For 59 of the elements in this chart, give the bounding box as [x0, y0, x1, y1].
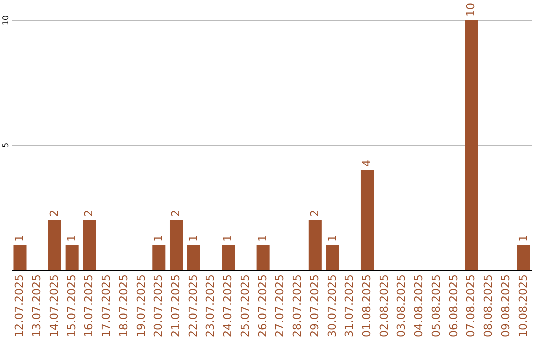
x-tick-label: 29.07.2025 — [308, 274, 322, 338]
x-tick-label: 12.07.2025 — [13, 274, 26, 338]
data-label: 1 — [516, 235, 530, 242]
x-tick-label: 19.07.2025 — [134, 274, 148, 338]
x-tick-label: 28.07.2025 — [291, 274, 304, 338]
data-label: 2 — [82, 210, 96, 217]
x-tick-label: 10.08.2025 — [516, 274, 530, 338]
x-tick-label: 07.08.2025 — [464, 274, 478, 338]
x-tick-label: 25.07.2025 — [238, 274, 252, 338]
x-tick-label: 18.07.2025 — [117, 274, 130, 338]
x-tick-label: 14.07.2025 — [48, 274, 61, 338]
data-label: 1 — [186, 235, 200, 242]
x-tick-label: 04.08.2025 — [412, 274, 426, 338]
data-label: 10 — [464, 3, 478, 17]
bar — [48, 220, 62, 270]
x-tick-label: 30.07.2025 — [326, 274, 339, 338]
bar — [152, 245, 166, 270]
x-tick-label: 31.07.2025 — [343, 274, 356, 338]
bar — [256, 245, 270, 270]
bar — [66, 245, 79, 270]
x-tick-label: 26.07.2025 — [256, 274, 270, 338]
data-label: 1 — [65, 235, 78, 242]
data-label: 4 — [360, 160, 374, 167]
bar — [83, 220, 96, 270]
data-label: 1 — [13, 235, 26, 242]
data-label: 2 — [48, 210, 61, 217]
x-tick-label: 17.07.2025 — [100, 274, 114, 338]
data-label: 1 — [256, 235, 270, 242]
x-tick-label: 15.07.2025 — [65, 274, 78, 338]
x-tick-label: 09.08.2025 — [499, 274, 512, 338]
x-tick-label: 22.07.2025 — [186, 274, 200, 338]
x-tick-label: 03.08.2025 — [395, 274, 408, 338]
y-tick-label: 5 — [2, 142, 10, 148]
data-label: 2 — [308, 210, 322, 217]
bar — [326, 245, 340, 270]
x-tick-label: 27.07.2025 — [274, 274, 287, 338]
bar — [360, 170, 374, 270]
x-tick-label: 05.08.2025 — [430, 274, 443, 338]
bar — [222, 245, 236, 270]
x-tick-label: 02.08.2025 — [378, 274, 391, 338]
bar — [170, 220, 184, 270]
bar — [308, 220, 322, 270]
data-label: 2 — [170, 210, 183, 217]
x-tick-label: 20.07.2025 — [152, 274, 166, 338]
x-tick-label: 21.07.2025 — [170, 274, 183, 338]
bar — [14, 245, 27, 270]
bar — [517, 245, 530, 270]
x-tick-label: 13.07.2025 — [30, 274, 44, 338]
x-tick-label: 01.08.2025 — [360, 274, 374, 338]
bar — [465, 20, 478, 270]
data-label: 1 — [326, 235, 339, 242]
data-label: 1 — [222, 235, 235, 242]
x-tick-label: 08.08.2025 — [482, 274, 496, 338]
x-tick-label: 06.08.2025 — [447, 274, 460, 338]
x-tick-label: 16.07.2025 — [82, 274, 96, 338]
x-tick-label: 23.07.2025 — [204, 274, 218, 338]
x-tick-label: 24.07.2025 — [222, 274, 235, 338]
bar — [187, 245, 200, 270]
data-label: 1 — [152, 235, 166, 242]
